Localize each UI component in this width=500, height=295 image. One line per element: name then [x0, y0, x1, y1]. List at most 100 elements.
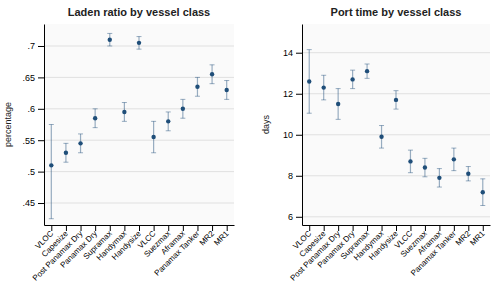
y-tick: .55: [22, 136, 44, 146]
grid: [302, 53, 490, 217]
tick-label: 14: [283, 48, 293, 58]
error-cap: [451, 170, 456, 171]
error-cap: [451, 148, 456, 149]
y-tick: 8: [288, 171, 302, 181]
tick-mark: [439, 225, 440, 231]
dot: [336, 102, 340, 106]
y-tick: 14: [283, 48, 302, 58]
x-tick: MR2: [198, 225, 217, 247]
tick-mark: [110, 225, 111, 231]
grid-line: [44, 77, 234, 78]
dot: [93, 116, 97, 120]
dot: [195, 85, 199, 89]
error-cap: [195, 77, 200, 78]
error-cap: [466, 180, 471, 181]
error-bar: [180, 99, 185, 118]
dot: [49, 163, 53, 167]
y-tick: 12: [283, 89, 302, 99]
dot: [307, 79, 311, 83]
error-cap: [78, 133, 83, 134]
error-bar: [122, 103, 127, 122]
error-cap: [151, 152, 156, 153]
error-bar: [151, 121, 156, 152]
x-axis: VLOCCapesizePost Panamax DryPanamax DryS…: [31, 225, 235, 283]
error-bar: [422, 158, 427, 176]
title: Port time by vessel class: [331, 6, 462, 18]
dot: [78, 141, 82, 145]
tick-label: MR1: [468, 229, 487, 248]
tick-label: .6: [27, 104, 35, 114]
error-cap: [379, 125, 384, 126]
panel: 68101214VLOCCapesizePost Panamax DryPana…: [261, 6, 491, 283]
dot: [122, 110, 126, 114]
tick-mark: [483, 225, 484, 231]
marks: [49, 33, 229, 218]
y-tick: .7: [27, 41, 44, 51]
tick-mark: [338, 225, 339, 231]
error-cap: [365, 78, 370, 79]
error-cap: [210, 64, 215, 65]
y-tick: .6: [27, 104, 44, 114]
tick-mark: [296, 94, 302, 95]
error-cap: [78, 152, 83, 153]
error-cap: [180, 99, 185, 100]
error-bar: [210, 65, 215, 84]
dot: [379, 135, 383, 139]
dot: [166, 119, 170, 123]
error-cap: [107, 45, 112, 46]
tick-mark: [38, 172, 44, 173]
error-cap: [210, 83, 215, 84]
error-line: [51, 125, 52, 219]
tick-mark: [168, 225, 169, 231]
dot: [437, 176, 441, 180]
error-bar: [49, 125, 54, 219]
dot: [394, 98, 398, 102]
plot-area: [44, 24, 234, 225]
error-cap: [365, 63, 370, 64]
tick-mark: [296, 176, 302, 177]
grid-line: [44, 140, 234, 141]
y-tick: .65: [22, 73, 44, 83]
error-bar: [466, 167, 471, 181]
error-bar: [336, 89, 341, 120]
error-cap: [422, 158, 427, 159]
error-cap: [307, 113, 312, 114]
y-tick: 6: [288, 212, 302, 222]
marks: [307, 50, 486, 206]
error-cap: [437, 168, 442, 169]
tick-mark: [38, 77, 44, 78]
error-cap: [151, 121, 156, 122]
plot-area: [302, 24, 490, 225]
y-tick: 10: [283, 130, 302, 140]
error-cap: [350, 70, 355, 71]
grid-line: [302, 216, 490, 217]
dot: [466, 172, 470, 176]
dot: [452, 157, 456, 161]
x-tick: Panamax Tanker: [409, 225, 458, 278]
grid-line: [302, 175, 490, 176]
dot: [423, 165, 427, 169]
tick-mark: [183, 225, 184, 231]
chart-root: .45 .5 .55 .6 .65 .7 VLOCCapesizePost Panamax …: [0, 0, 500, 295]
tick-label: .45: [22, 198, 35, 208]
tick-mark: [38, 46, 44, 47]
tick-label: .5: [27, 167, 35, 177]
x-tick: MR1: [468, 225, 487, 247]
error-cap: [63, 143, 68, 144]
error-cap: [379, 148, 384, 149]
dot: [64, 151, 68, 155]
x-tick: MR2: [454, 225, 473, 247]
error-bar: [137, 37, 142, 50]
error-cap: [394, 109, 399, 110]
tick-mark: [296, 217, 302, 218]
dot: [181, 107, 185, 111]
tick-mark: [410, 225, 411, 231]
dot: [210, 72, 214, 76]
error-cap: [93, 127, 98, 128]
error-cap: [63, 162, 68, 163]
error-cap: [350, 88, 355, 89]
tick-label: 6: [288, 212, 293, 222]
error-bar: [321, 75, 326, 100]
dot: [408, 159, 412, 163]
tick-label: .7: [27, 41, 35, 51]
